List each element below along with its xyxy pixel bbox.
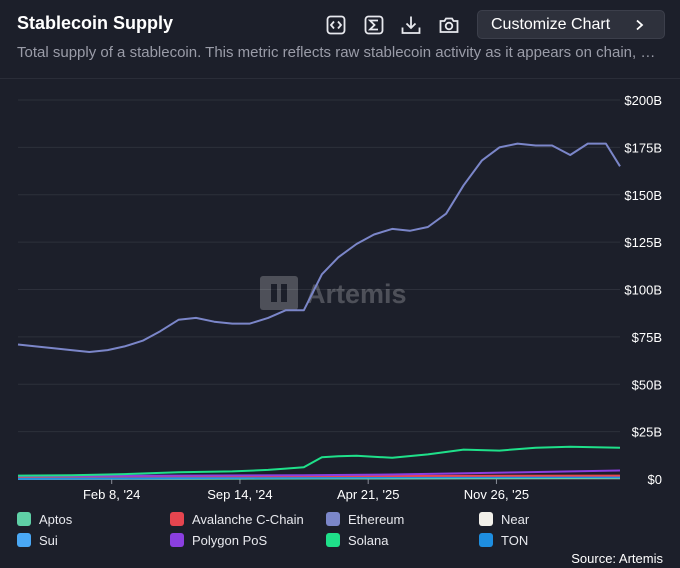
chart-subtitle: Total supply of a stablecoin. This metri… — [17, 44, 665, 61]
sigma-icon[interactable] — [361, 12, 387, 38]
legend-swatch — [17, 512, 31, 526]
legend-label: Aptos — [39, 511, 73, 527]
y-tick-label: $200B — [624, 93, 662, 108]
legend-label: Near — [501, 511, 530, 527]
y-tick-label: $25B — [632, 425, 662, 440]
legend-swatch — [17, 533, 31, 547]
series-lines — [17, 142, 621, 480]
watermark-logo — [260, 276, 298, 310]
series-line-polygon-pos — [17, 469, 621, 477]
legend-swatch — [326, 533, 340, 547]
chart-header: Stablecoin Supply Customize Chart — [0, 0, 680, 76]
legend-swatch — [326, 512, 340, 526]
legend-item-ethereum[interactable]: Ethereum — [326, 510, 404, 528]
legend-item-aptos[interactable]: Aptos — [17, 510, 72, 528]
header-divider — [0, 78, 680, 79]
legend-label: Solana — [348, 532, 389, 548]
y-tick-label: $150B — [624, 188, 662, 203]
watermark-logo-slot — [281, 284, 287, 302]
series-line-ethereum — [17, 142, 621, 353]
x-axis: Feb 8, '24 Sep 14, '24 Apr 21, '25 Nov 26, … — [18, 478, 620, 502]
legend-label: Sui — [39, 532, 58, 548]
customize-chart-button[interactable]: Customize Chart — [477, 10, 665, 39]
y-tick-label: $75B — [632, 330, 662, 345]
x-tick-label: Nov 26, '25 — [464, 487, 529, 502]
legend-item-sui[interactable]: Sui — [17, 531, 58, 549]
legend-label: Ethereum — [348, 511, 405, 527]
y-tick-label: $0 — [648, 472, 662, 487]
legend-swatch — [170, 533, 184, 547]
chevron-right-icon — [636, 19, 644, 31]
camera-icon[interactable] — [436, 12, 462, 38]
series-line-ton — [17, 475, 621, 480]
x-tick-label: Sep 14, '24 — [207, 487, 272, 502]
series-line-solana — [17, 445, 621, 477]
y-tick-label: $175B — [624, 140, 662, 155]
legend-swatch — [479, 512, 493, 526]
x-tick-label: Feb 8, '24 — [83, 487, 140, 502]
watermark-logo-slot — [271, 284, 277, 302]
legend-item-polygon-pos[interactable]: Polygon PoS — [170, 531, 267, 549]
legend-swatch — [479, 533, 493, 547]
embed-icon[interactable] — [323, 12, 349, 38]
legend-label: Polygon PoS — [192, 532, 268, 548]
legend-item-ton[interactable]: TON — [479, 531, 528, 549]
chart-title: Stablecoin Supply — [17, 13, 174, 33]
download-icon[interactable] — [398, 12, 424, 38]
x-tick-label: Apr 21, '25 — [337, 487, 399, 502]
y-tick-label: $50B — [632, 377, 662, 392]
legend-item-near[interactable]: Near — [479, 510, 529, 528]
legend-item-solana[interactable]: Solana — [326, 531, 388, 549]
legend-swatch — [170, 512, 184, 526]
legend-label: Avalanche C-Chain — [192, 511, 304, 527]
y-tick-label: $125B — [624, 235, 662, 250]
watermark: Artemis — [260, 276, 407, 310]
y-axis: $0 $25B $50B $75B $100B $125B $150B $175B $200B — [624, 93, 662, 487]
watermark-text: Artemis — [306, 279, 407, 309]
customize-chart-label: Customize Chart — [491, 15, 611, 33]
chart-area: Artemis $0 $25B $50B $75B $100B $125B $150B $17… — [17, 93, 662, 502]
legend: Aptos Avalanche C-Chain Ethereum Near Sui Pol… — [0, 510, 680, 550]
source-label: Source: Artemis — [571, 551, 663, 566]
legend-label: TON — [501, 532, 529, 548]
legend-item-avalanche-c-chain[interactable]: Avalanche C-Chain — [170, 510, 304, 528]
y-tick-label: $100B — [624, 283, 662, 298]
